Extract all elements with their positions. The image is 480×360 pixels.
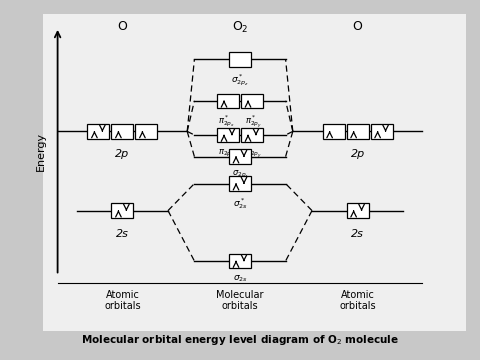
Bar <box>217 128 239 142</box>
Bar <box>135 124 157 139</box>
Text: $\pi^*_{2p_y}$: $\pi^*_{2p_y}$ <box>245 113 262 130</box>
Bar <box>111 203 133 218</box>
Text: O$_2$: O$_2$ <box>232 20 248 35</box>
Text: 2p: 2p <box>115 149 130 159</box>
Bar <box>371 124 393 139</box>
Text: $\sigma^*_{2p_z}$: $\sigma^*_{2p_z}$ <box>231 72 249 87</box>
Text: $\pi^*_{2p_x}$: $\pi^*_{2p_x}$ <box>218 113 235 129</box>
Bar <box>217 94 239 108</box>
Text: Molecular
orbitals: Molecular orbitals <box>216 290 264 311</box>
Bar <box>241 128 263 142</box>
Text: $\sigma_{2s}$: $\sigma_{2s}$ <box>232 274 248 284</box>
Bar <box>347 203 369 218</box>
Text: $\pi_{2p_x}$: $\pi_{2p_x}$ <box>218 148 235 159</box>
Bar <box>87 124 109 139</box>
Bar <box>43 14 466 331</box>
Text: $\sigma_{2p_z}$: $\sigma_{2p_z}$ <box>231 169 249 180</box>
Text: 2s: 2s <box>351 229 364 239</box>
Text: $\pi_{2p_y}$: $\pi_{2p_y}$ <box>245 148 262 160</box>
Text: 2s: 2s <box>116 229 129 239</box>
Text: Atomic
orbitals: Atomic orbitals <box>104 290 141 311</box>
Bar <box>229 176 251 191</box>
Text: Molecular orbital energy level diagram of O$_2$ molecule: Molecular orbital energy level diagram o… <box>81 333 399 347</box>
Text: $\sigma^*_{2s}$: $\sigma^*_{2s}$ <box>232 196 248 211</box>
Bar <box>347 124 369 139</box>
Bar <box>241 94 263 108</box>
Bar <box>229 52 251 67</box>
Bar <box>229 254 251 268</box>
Text: O: O <box>353 20 362 33</box>
Text: Atomic
orbitals: Atomic orbitals <box>339 290 376 311</box>
Bar <box>323 124 345 139</box>
Bar <box>111 124 133 139</box>
Text: 2p: 2p <box>350 149 365 159</box>
Bar <box>229 149 251 164</box>
Text: O: O <box>118 20 127 33</box>
Text: Energy: Energy <box>36 132 46 171</box>
